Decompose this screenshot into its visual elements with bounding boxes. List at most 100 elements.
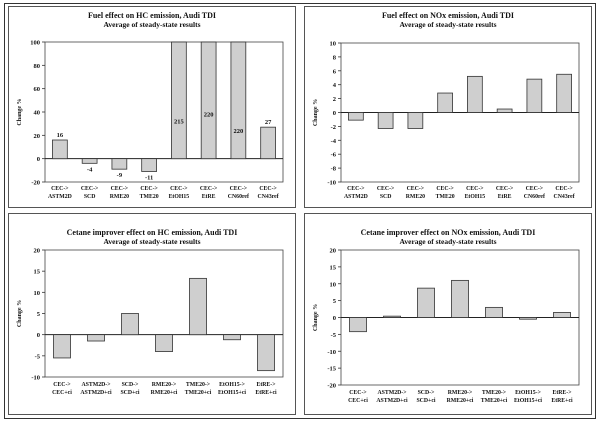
x-tick-label: EtRE	[498, 194, 512, 200]
x-tick-label: EtOH15+ci	[514, 398, 542, 404]
bar	[111, 158, 128, 170]
y-tick-label: 40	[34, 110, 41, 117]
x-tick-label: EtRE->	[552, 390, 571, 396]
chart-panel-hc-cetane: Cetane improver effect on HC emission, A…	[8, 213, 296, 415]
y-tick-label: 8	[333, 54, 337, 61]
x-tick-label: TME20+ci	[481, 398, 508, 404]
data-label: -4	[87, 166, 93, 173]
chart-subtitle: Average of steady-state results	[399, 237, 497, 246]
y-tick-label: 5	[37, 311, 41, 318]
y-tick-label: 10	[330, 41, 337, 48]
x-tick-label: ASTM2D	[48, 194, 72, 200]
x-tick-label: CN43ref	[258, 194, 279, 200]
x-tick-label: CN43ref	[554, 194, 575, 200]
bar	[519, 317, 537, 320]
x-tick-label: RME20->	[448, 390, 473, 396]
y-tick-label: -20	[327, 383, 336, 390]
y-axis-label: Change %	[17, 98, 23, 125]
bar	[87, 334, 105, 342]
x-tick-label: CEC->	[496, 186, 513, 192]
x-tick-label: EtOH15+ci	[218, 390, 246, 396]
y-tick-label: -8	[331, 166, 337, 173]
data-label: 27	[265, 119, 272, 126]
x-tick-label: EtRE+ci	[255, 390, 277, 396]
x-tick-label: TME20+ci	[185, 390, 212, 396]
x-tick-label: CEC->	[555, 186, 572, 192]
x-tick-label: RME20+ci	[151, 390, 178, 396]
plot-area	[44, 249, 284, 378]
y-tick-label: 15	[34, 269, 41, 276]
x-tick-label: CEC->	[53, 382, 70, 388]
x-tick-label: RME20	[110, 194, 129, 200]
bar	[141, 158, 157, 172]
data-label: 215	[174, 119, 185, 126]
bar	[553, 312, 571, 318]
x-tick-label: EtOH15->	[219, 382, 245, 388]
y-axis-label: Change %	[313, 99, 319, 126]
y-tick-label: -4	[331, 138, 337, 145]
bar	[349, 317, 367, 333]
x-tick-label: CEC+ci	[348, 398, 368, 404]
bar	[556, 73, 572, 113]
x-tick-label: TME20	[436, 194, 455, 200]
bar	[223, 334, 241, 341]
x-tick-label: CEC->	[526, 186, 543, 192]
x-tick-label: CEC+ci	[52, 390, 72, 396]
bar	[53, 334, 71, 359]
x-tick-label: CEC->	[140, 186, 157, 192]
bar	[348, 112, 364, 121]
bar	[200, 41, 217, 160]
y-tick-label: -10	[327, 349, 336, 356]
bar	[81, 158, 98, 164]
x-tick-label: CEC->	[347, 186, 364, 192]
chart-title: Cetane improver effect on NOx emission, …	[360, 228, 536, 237]
x-tick-label: TME20->	[482, 390, 506, 396]
data-label: 220	[204, 112, 214, 119]
bar	[121, 313, 139, 336]
x-tick-label: CEC->	[436, 186, 453, 192]
chart-panel-hc-fuel: Fuel effect on HC emission, Audi TDI Ave…	[8, 6, 296, 208]
bar	[171, 41, 187, 160]
data-label: 220	[234, 128, 244, 135]
bar	[257, 334, 275, 372]
x-tick-label: CEC->	[259, 186, 276, 192]
y-axis-label: Change %	[313, 304, 319, 331]
bar	[189, 277, 207, 336]
y-tick-label: -15	[327, 366, 336, 373]
chart-subtitle: Average of steady-state results	[103, 237, 201, 246]
y-tick-label: 2	[333, 96, 336, 103]
y-tick-label: 0	[333, 315, 336, 322]
x-tick-label: ASTM2D->	[81, 382, 110, 388]
x-tick-label: EtOH15	[169, 194, 190, 200]
x-tick-label: SCD+ci	[416, 398, 435, 404]
y-tick-label: -20	[31, 180, 40, 187]
x-tick-label: CEC->	[51, 186, 68, 192]
bar	[383, 315, 401, 318]
y-axis-label: Change %	[17, 300, 23, 327]
bar	[407, 112, 424, 129]
x-tick-label: SCD	[84, 194, 96, 200]
y-tick-label: 0	[37, 332, 40, 339]
x-tick-label: CEC->	[200, 186, 217, 192]
bar	[485, 306, 503, 318]
x-tick-label: ASTM2D->	[377, 390, 406, 396]
x-tick-label: CEC->	[466, 186, 483, 192]
figure-frame	[4, 3, 596, 419]
x-tick-label: ASTM2D+ci	[376, 398, 408, 404]
x-tick-label: CEC->	[230, 186, 247, 192]
x-tick-label: CEC->	[349, 390, 366, 396]
chart-svg: -20 -15 -10 -5 0 5 10 15 20 Change % CEC-> CEC+ci AS…	[313, 248, 580, 404]
chart-subtitle: Average of steady-state results	[399, 20, 497, 29]
data-label: -9	[117, 172, 123, 179]
y-tick-label: -10	[31, 375, 40, 382]
x-tick-label: CN60ref	[524, 194, 545, 200]
bar	[230, 41, 247, 160]
y-tick-label: 20	[34, 133, 41, 140]
bar	[451, 279, 469, 318]
data-label: -11	[145, 175, 153, 182]
y-tick-label: 15	[330, 264, 337, 271]
chart-subtitle: Average of steady-state results	[103, 20, 201, 29]
bar	[155, 334, 173, 352]
y-tick-label: 100	[30, 40, 40, 47]
x-tick-label: ASTM2D	[344, 194, 368, 200]
